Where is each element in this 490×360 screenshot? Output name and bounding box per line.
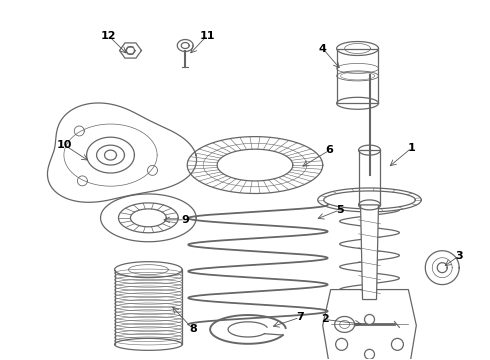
Text: 10: 10: [57, 140, 73, 150]
FancyBboxPatch shape: [359, 150, 380, 205]
Text: 8: 8: [189, 324, 197, 334]
Text: 5: 5: [336, 205, 343, 215]
Circle shape: [392, 338, 403, 350]
Polygon shape: [361, 205, 378, 300]
Text: 2: 2: [321, 314, 329, 324]
Text: 9: 9: [181, 215, 189, 225]
Text: 12: 12: [101, 31, 116, 41]
Circle shape: [336, 338, 347, 350]
Text: 4: 4: [319, 44, 327, 54]
Polygon shape: [323, 289, 416, 360]
Text: 7: 7: [296, 312, 304, 323]
Text: 11: 11: [199, 31, 215, 41]
Circle shape: [126, 46, 134, 54]
Bar: [337, 49, 378, 103]
Text: 1: 1: [408, 143, 415, 153]
Text: 6: 6: [326, 145, 334, 155]
Circle shape: [365, 315, 374, 324]
Text: 3: 3: [455, 251, 463, 261]
Circle shape: [365, 349, 374, 359]
